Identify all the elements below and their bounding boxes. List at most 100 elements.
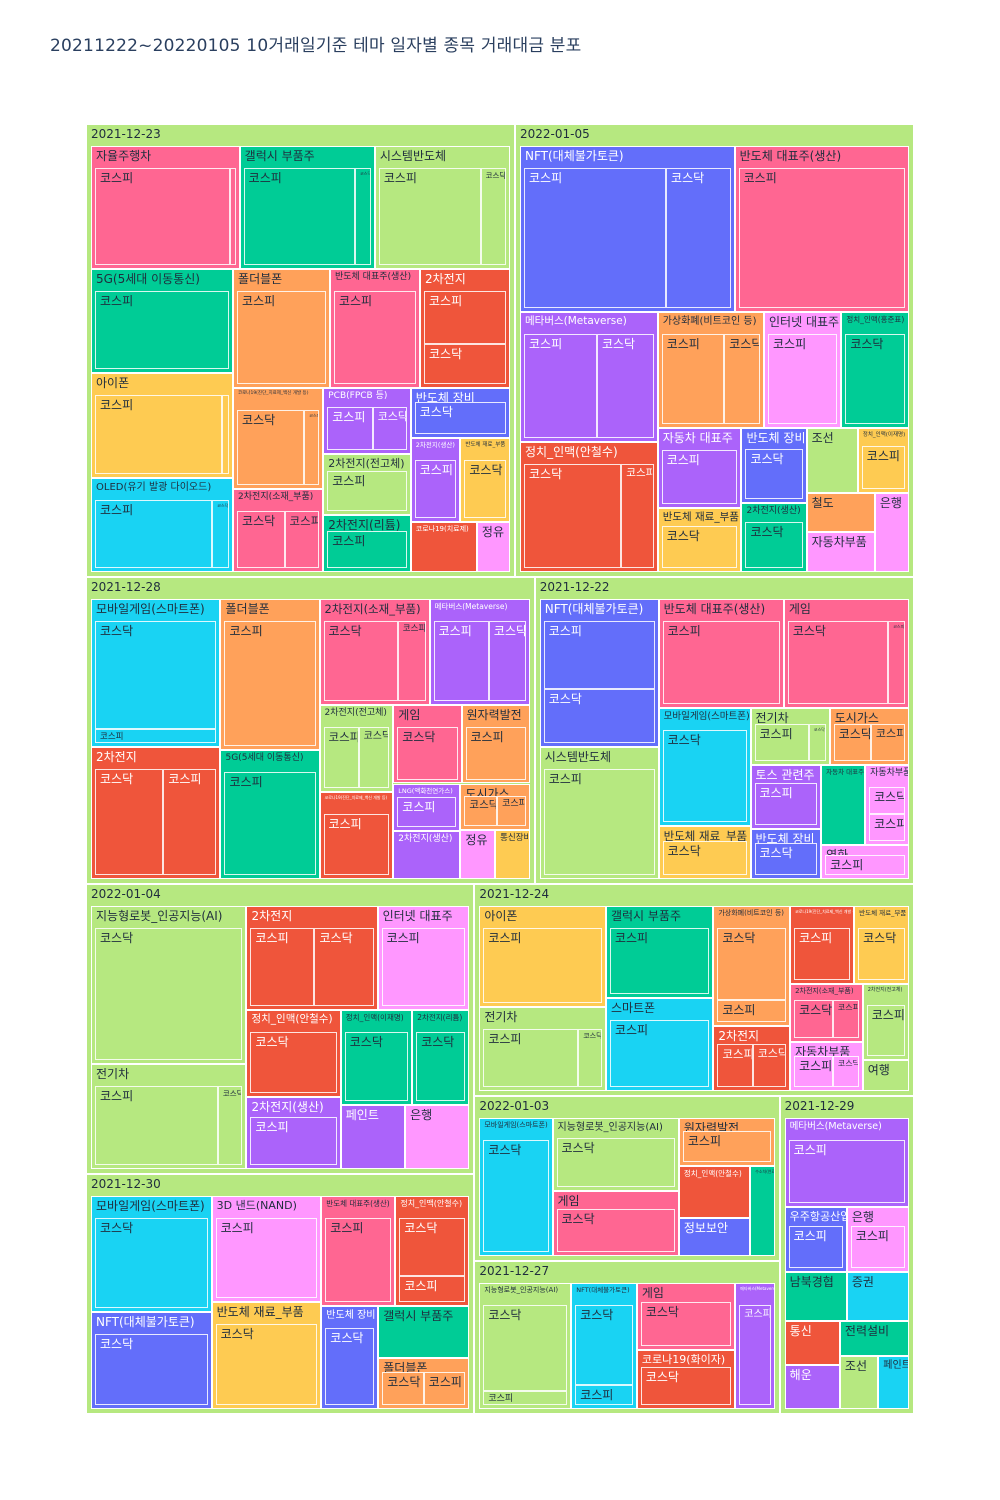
market-kosdaq[interactable]: 코스닥 — [416, 1031, 466, 1102]
market-kosdaq[interactable]: 코스닥 — [578, 1028, 602, 1087]
market-kospi[interactable]: 코스피 — [609, 1020, 710, 1087]
market-kosdaq[interactable]: 코스닥 — [212, 500, 230, 568]
market-kospi[interactable]: 코스피 — [661, 334, 725, 424]
market-kospi[interactable]: 코스피 — [163, 769, 217, 875]
theme-수소차-연료전지-부품-충전소-등[interactable]: 수소차(연료전지/부품/충전소 등) — [750, 1166, 775, 1257]
market-kospi[interactable]: 코스피 — [378, 168, 481, 265]
market-kospi[interactable]: 코스피 — [323, 727, 359, 789]
market-kospi[interactable]: 코스피 — [794, 927, 851, 980]
market-kosdaq[interactable]: 코스닥 — [745, 448, 803, 500]
market-kosdaq[interactable]: 코스닥 — [640, 1302, 732, 1347]
market-kosdaq[interactable]: 코스닥 — [752, 1044, 787, 1087]
market-kospi[interactable]: 코스피 — [543, 769, 655, 875]
market-kosdaq[interactable]: 코스닥 — [662, 840, 747, 875]
theme-페인트[interactable]: 페인트 — [878, 1356, 909, 1409]
theme-남북경협[interactable]: 남북경협 — [784, 1272, 847, 1322]
market-kospi[interactable]: 코스피 — [414, 460, 457, 518]
theme-해운[interactable]: 해운 — [784, 1365, 840, 1409]
market-kospi[interactable]: 코스피 — [575, 1385, 633, 1405]
market-kosdaq[interactable]: 코스닥 — [787, 620, 889, 705]
theme-2차전지-생산[interactable]: 2차전지(생산) — [393, 831, 461, 879]
market-kospi[interactable]: 코스피 — [284, 511, 320, 568]
market-kosdaq[interactable]: 코스닥 — [325, 1328, 375, 1405]
market-kospi[interactable]: 코스피 — [397, 620, 426, 702]
market-kosdaq[interactable]: 코스닥 — [483, 1305, 568, 1391]
market-kosdaq[interactable]: 코스닥 — [355, 168, 371, 265]
market-kosdaq[interactable]: 코스닥 — [556, 1209, 675, 1253]
market-kospi[interactable]: 코스피 — [739, 1305, 771, 1405]
market-kosdaq[interactable]: 코스닥 — [832, 1055, 859, 1087]
market-kospi[interactable]: 코스피 — [327, 406, 373, 451]
market-kosdaq[interactable]: 코스닥 — [833, 724, 871, 762]
market-kospi[interactable]: 코스피 — [682, 1131, 771, 1162]
market-kosdaq[interactable]: 코스닥 — [661, 525, 738, 568]
market-kospi[interactable]: 코스피 — [95, 500, 213, 568]
market-kosdaq[interactable]: 코스닥 — [724, 334, 761, 424]
market-kospi[interactable]: 코스피 — [866, 1005, 905, 1057]
market-kosdaq[interactable]: 코스닥 — [480, 168, 506, 265]
market-kospi[interactable]: 코스피 — [381, 927, 466, 1006]
market-kospi[interactable]: 코스피 — [95, 290, 230, 370]
market-other-1[interactable] — [230, 168, 236, 265]
market-kosdaq[interactable]: 코스닥 — [95, 927, 243, 1060]
market-kosdaq[interactable]: 코스닥 — [808, 724, 826, 762]
theme-철도[interactable]: 철도 — [806, 493, 875, 533]
market-kosdaq[interactable]: 코스닥 — [794, 999, 833, 1039]
market-kospi[interactable]: 코스피 — [661, 449, 738, 504]
market-kospi[interactable]: 코스피 — [825, 854, 905, 875]
market-kospi[interactable]: 코스피 — [399, 1275, 466, 1303]
market-kosdaq[interactable]: 코스닥 — [483, 1139, 549, 1253]
market-kospi[interactable]: 코스피 — [483, 1390, 568, 1405]
market-kospi[interactable]: 코스피 — [327, 471, 407, 511]
theme-정유[interactable]: 정유 — [476, 521, 510, 572]
market-kosdaq[interactable]: 코스닥 — [717, 927, 787, 1001]
market-kospi[interactable]: 코스피 — [832, 999, 859, 1039]
market-kosdaq[interactable]: 코스닥 — [250, 1031, 337, 1093]
market-kospi[interactable]: 코스피 — [543, 620, 655, 689]
theme-갤럭시-부품주[interactable]: 갤럭시 부품주 — [378, 1306, 470, 1358]
market-kosdaq[interactable]: 코스닥 — [488, 620, 526, 702]
market-kospi[interactable]: 코스피 — [717, 1000, 787, 1023]
market-kospi[interactable]: 코스피 — [524, 334, 597, 438]
market-kospi[interactable]: 코스피 — [850, 1225, 905, 1269]
market-kosdaq[interactable]: 코스닥 — [464, 796, 498, 826]
market-kosdaq[interactable]: 코스닥 — [237, 511, 285, 568]
market-kospi[interactable]: 코스피 — [327, 530, 407, 568]
market-kospi[interactable]: 코스피 — [662, 620, 780, 705]
theme-은행[interactable]: 은행 — [874, 493, 909, 572]
market-kospi[interactable]: 코스피 — [465, 727, 526, 780]
market-kospi[interactable]: 코스피 — [224, 620, 316, 746]
market-kospi[interactable]: 코스피 — [397, 796, 457, 828]
market-kosdaq[interactable]: 코스닥 — [869, 787, 905, 815]
theme-통신장비[interactable]: 통신장비 — [495, 829, 530, 879]
market-kosdaq[interactable]: 코스닥 — [423, 343, 506, 385]
market-kosdaq[interactable]: 코스닥 — [754, 842, 818, 875]
market-kosdaq[interactable]: 코스닥 — [215, 1324, 318, 1405]
theme-자동차부품[interactable]: 자동차부품 — [806, 532, 875, 572]
market-kosdaq[interactable]: 코스닥 — [662, 730, 747, 822]
market-kosdaq[interactable]: 코스닥 — [314, 927, 374, 1006]
market-kospi[interactable]: 코스피 — [215, 1217, 318, 1299]
market-kospi[interactable]: 코스피 — [250, 927, 315, 1006]
market-kosdaq[interactable]: 코스닥 — [95, 620, 217, 730]
market-kospi[interactable]: 코스피 — [483, 1028, 579, 1087]
theme-증권[interactable]: 증권 — [846, 1272, 909, 1322]
market-kospi[interactable]: 코스피 — [794, 1055, 833, 1087]
market-kospi[interactable]: 코스피 — [738, 168, 905, 309]
market-kosdaq[interactable]: 코스닥 — [95, 1334, 208, 1405]
market-kospi[interactable]: 코스피 — [423, 290, 506, 344]
market-kospi[interactable]: 코스피 — [325, 1217, 392, 1303]
market-kospi[interactable]: 코스피 — [95, 1085, 218, 1165]
market-kosdaq[interactable]: 코스닥 — [95, 1217, 208, 1309]
market-kospi[interactable]: 코스피 — [524, 168, 667, 309]
market-kosdaq[interactable]: 코스닥 — [464, 460, 506, 518]
theme-조선[interactable]: 조선 — [806, 427, 858, 494]
market-kospi[interactable]: 코스피 — [250, 1116, 337, 1165]
market-kospi[interactable]: 코스피 — [497, 796, 526, 826]
market-kospi[interactable]: 코스피 — [224, 771, 316, 875]
market-kospi[interactable]: 코스피 — [304, 410, 320, 486]
market-kosdaq[interactable]: 코스닥 — [344, 1031, 409, 1102]
theme-정유[interactable]: 정유 — [460, 829, 496, 879]
market-kospi[interactable]: 코스피 — [333, 290, 416, 385]
